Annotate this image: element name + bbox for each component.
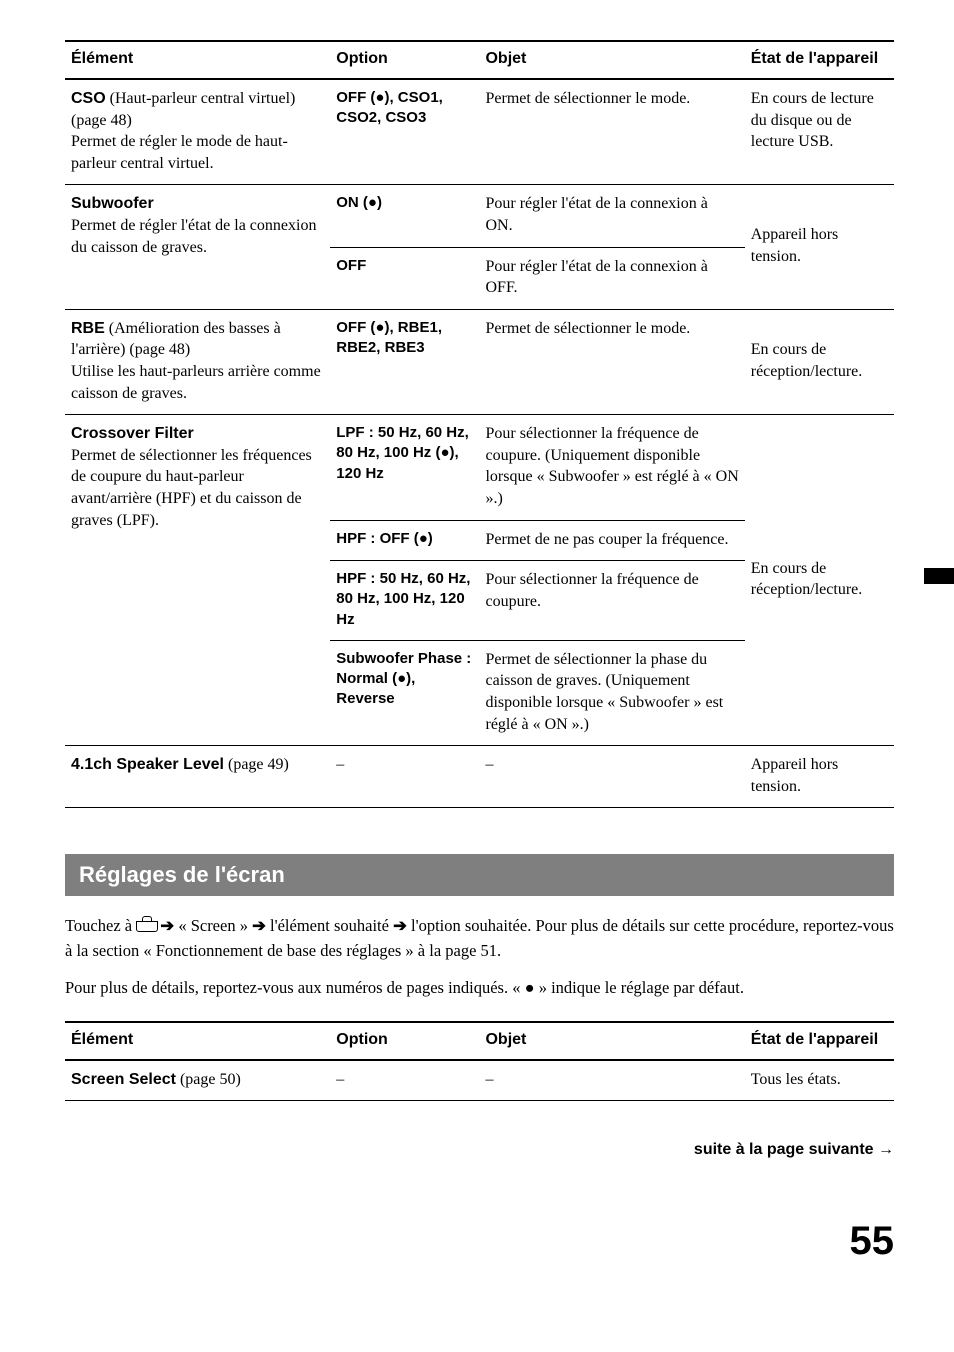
- objet-cell: Permet de sélectionner le mode.: [479, 79, 744, 185]
- option-cell: Subwoofer Phase : Normal (●), Reverse: [330, 640, 479, 745]
- element-desc: Permet de régler l'état de la connexion …: [71, 217, 316, 256]
- table-row: Crossover Filter Permet de sélectionner …: [65, 415, 894, 520]
- objet-cell: Permet de sélectionner la phase du caiss…: [479, 640, 744, 745]
- element-name: RBE: [71, 320, 105, 337]
- col-header-objet: Objet: [479, 1022, 744, 1060]
- element-cell: Subwoofer Permet de régler l'état de la …: [65, 185, 330, 309]
- option-cell: –: [330, 746, 479, 808]
- settings-table-screen: Élément Option Objet État de l'appareil …: [65, 1021, 894, 1102]
- table-row: Screen Select (page 50) – – Tous les éta…: [65, 1060, 894, 1101]
- etat-cell: Tous les états.: [745, 1060, 894, 1101]
- element-cell: Crossover Filter Permet de sélectionner …: [65, 415, 330, 746]
- element-cell: CSO (Haut-parleur central virtuel) (page…: [65, 79, 330, 185]
- etat-cell: Appareil hors tension.: [745, 185, 894, 309]
- option-cell: HPF : OFF (●): [330, 520, 479, 561]
- continue-line: suite à la page suivante →: [65, 1141, 894, 1159]
- arrow-icon: ➔: [393, 917, 407, 935]
- index-tab: [924, 568, 954, 584]
- arrow-right-icon: →: [878, 1141, 894, 1158]
- element-cell: Screen Select (page 50): [65, 1060, 330, 1101]
- objet-cell: Permet de ne pas couper la fréquence.: [479, 520, 744, 561]
- option-cell: –: [330, 1060, 479, 1101]
- element-cell: 4.1ch Speaker Level (page 49): [65, 746, 330, 808]
- option-cell: HPF : 50 Hz, 60 Hz, 80 Hz, 100 Hz, 120 H…: [330, 561, 479, 641]
- intro-text: « Screen »: [174, 916, 252, 935]
- intro-paragraph-1: Touchez à ➔ « Screen » ➔ l'élément souha…: [65, 914, 894, 961]
- element-name: Screen Select: [71, 1071, 176, 1088]
- element-name: 4.1ch Speaker Level: [71, 756, 224, 773]
- etat-cell: En cours de réception/lecture.: [745, 415, 894, 746]
- element-name: CSO: [71, 90, 106, 107]
- etat-cell: Appareil hors tension.: [745, 746, 894, 808]
- table-header-row: Élément Option Objet État de l'appareil: [65, 1022, 894, 1060]
- element-desc: Permet de sélectionner les fréquences de…: [71, 447, 312, 529]
- objet-cell: Pour sélectionner la fréquence de coupur…: [479, 561, 744, 641]
- option-cell: LPF : 50 Hz, 60 Hz, 80 Hz, 100 Hz (●), 1…: [330, 415, 479, 520]
- section-title: Réglages de l'écran: [65, 854, 894, 896]
- table-row: CSO (Haut-parleur central virtuel) (page…: [65, 79, 894, 185]
- objet-cell: Pour sélectionner la fréquence de coupur…: [479, 415, 744, 520]
- intro-paragraph-2: Pour plus de détails, reportez-vous aux …: [65, 976, 894, 999]
- option-cell: OFF: [330, 247, 479, 309]
- intro-text: l'élément souhaité: [266, 916, 393, 935]
- col-header-option: Option: [330, 1022, 479, 1060]
- intro-text: Touchez à: [65, 916, 136, 935]
- element-name: Crossover Filter: [71, 425, 194, 442]
- objet-cell: Permet de sélectionner le mode.: [479, 309, 744, 414]
- col-header-element: Élément: [65, 1022, 330, 1060]
- element-desc: (page 50): [176, 1071, 241, 1088]
- element-cell: RBE (Amélioration des basses à l'arrière…: [65, 309, 330, 414]
- table-row: Subwoofer Permet de régler l'état de la …: [65, 185, 894, 247]
- element-desc: (Amélioration des basses à l'arrière) (p…: [71, 320, 321, 402]
- element-name: Subwoofer: [71, 195, 154, 212]
- table-row: 4.1ch Speaker Level (page 49) – – Appare…: [65, 746, 894, 808]
- etat-cell: En cours de lecture du disque ou de lect…: [745, 79, 894, 185]
- col-header-element: Élément: [65, 41, 330, 79]
- col-header-option: Option: [330, 41, 479, 79]
- objet-cell: Pour régler l'état de la connexion à OFF…: [479, 247, 744, 309]
- arrow-icon: ➔: [160, 917, 174, 935]
- arrow-icon: ➔: [252, 917, 266, 935]
- objet-cell: –: [479, 1060, 744, 1101]
- col-header-objet: Objet: [479, 41, 744, 79]
- table-row: RBE (Amélioration des basses à l'arrière…: [65, 309, 894, 414]
- objet-cell: Pour régler l'état de la connexion à ON.: [479, 185, 744, 247]
- etat-cell: En cours de réception/lecture.: [745, 309, 894, 414]
- element-desc: (page 49): [224, 756, 289, 773]
- objet-cell: –: [479, 746, 744, 808]
- option-cell: OFF (●), RBE1, RBE2, RBE3: [330, 309, 479, 414]
- option-cell: ON (●): [330, 185, 479, 247]
- table-header-row: Élément Option Objet État de l'appareil: [65, 41, 894, 79]
- col-header-etat: État de l'appareil: [745, 41, 894, 79]
- col-header-etat: État de l'appareil: [745, 1022, 894, 1060]
- continue-text: suite à la page suivante: [694, 1141, 878, 1158]
- settings-table-audio: Élément Option Objet État de l'appareil …: [65, 40, 894, 808]
- page-number: 55: [65, 1219, 894, 1264]
- toolbox-icon: [136, 918, 156, 932]
- option-cell: OFF (●), CSO1, CSO2, CSO3: [330, 79, 479, 185]
